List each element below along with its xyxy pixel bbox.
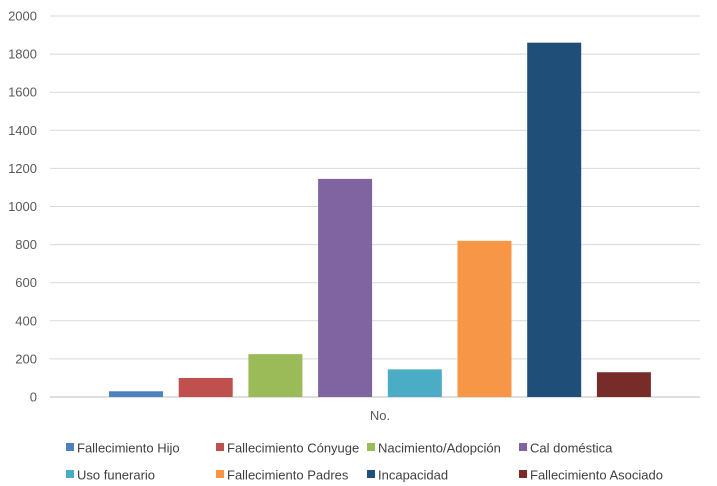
legend-swatch bbox=[216, 443, 224, 451]
legend-entry: Incapacidad bbox=[367, 468, 448, 483]
legend-label: Fallecimiento Padres bbox=[227, 468, 349, 483]
legend-entry: Fallecimiento Asociado bbox=[519, 468, 663, 483]
legend-label: Incapacidad bbox=[378, 468, 448, 483]
legend-swatch bbox=[66, 443, 74, 451]
legend-swatch bbox=[216, 470, 224, 478]
y-tick-label: 1600 bbox=[8, 85, 37, 100]
legend-swatch bbox=[66, 470, 74, 478]
x-axis: No. bbox=[370, 408, 390, 423]
bar-cal-dom-stica bbox=[318, 178, 373, 397]
y-tick-label: 400 bbox=[15, 313, 37, 328]
y-tick-label: 600 bbox=[15, 275, 37, 290]
legend-entry: Fallecimiento Hijo bbox=[66, 441, 180, 456]
legend-swatch bbox=[519, 443, 527, 451]
y-tick-label: 200 bbox=[15, 351, 37, 366]
y-axis-tick-labels: 0 200 400 600 800 1000 1200 1400 1600 1800 2000 bbox=[8, 9, 37, 405]
bar-fallecimiento-asociado bbox=[596, 372, 651, 397]
y-tick-label: 0 bbox=[30, 390, 37, 405]
legend-label: Fallecimiento Cónyuge bbox=[227, 441, 359, 456]
bar-incapacidad bbox=[527, 42, 582, 398]
legend-swatch bbox=[367, 443, 375, 451]
legend: Fallecimiento Hijo Fallecimiento Cónyuge N… bbox=[66, 441, 663, 483]
legend-label: Fallecimiento Hijo bbox=[77, 441, 180, 456]
y-tick-label: 2000 bbox=[8, 9, 37, 24]
y-tick-label: 800 bbox=[15, 237, 37, 252]
legend-entry: Nacimiento/Adopción bbox=[367, 441, 501, 456]
bar-fallecimiento-padres bbox=[457, 240, 512, 397]
bar-nacimiento-adopci-n bbox=[248, 354, 303, 397]
y-tick-label: 1200 bbox=[8, 161, 37, 176]
legend-entry: Fallecimiento Cónyuge bbox=[216, 441, 359, 456]
legend-label: Nacimiento/Adopción bbox=[378, 441, 501, 456]
legend-label: Fallecimiento Asociado bbox=[530, 468, 663, 483]
bar-fallecimiento-c-nyuge bbox=[178, 377, 233, 397]
bars bbox=[109, 42, 651, 398]
x-category-label: No. bbox=[370, 408, 390, 423]
y-tick-label: 1000 bbox=[8, 199, 37, 214]
y-tick-label: 1400 bbox=[8, 123, 37, 138]
legend-entry: Fallecimiento Padres bbox=[216, 468, 349, 483]
legend-label: Uso funerario bbox=[77, 468, 155, 483]
legend-swatch bbox=[519, 470, 527, 478]
gridlines bbox=[50, 15, 700, 398]
legend-label: Cal doméstica bbox=[530, 441, 613, 456]
legend-entry: Cal doméstica bbox=[519, 441, 613, 456]
legend-swatch bbox=[367, 470, 375, 478]
bar-fallecimiento-hijo bbox=[109, 391, 163, 397]
y-tick-label: 1800 bbox=[8, 47, 37, 62]
legend-entry: Uso funerario bbox=[66, 468, 155, 483]
bar-uso-funerario bbox=[387, 369, 442, 397]
